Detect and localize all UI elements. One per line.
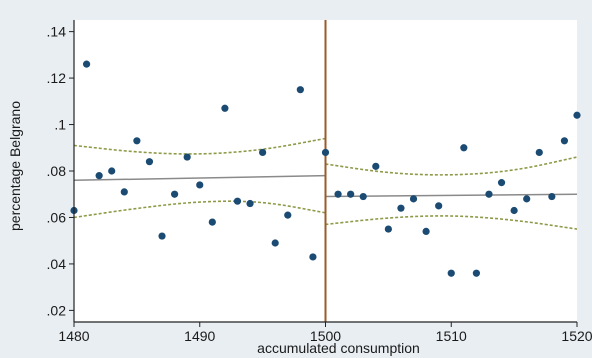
y-tick-label: .04 — [47, 256, 67, 272]
scatter-points — [70, 60, 581, 277]
data-point — [95, 172, 103, 180]
x-tick-label: 1510 — [436, 328, 467, 344]
data-point — [145, 158, 154, 166]
data-point — [523, 195, 531, 203]
data-point — [82, 60, 91, 68]
data-point — [485, 190, 493, 198]
x-tick-label: 1520 — [561, 328, 592, 344]
data-point — [233, 197, 242, 205]
data-point — [347, 190, 355, 198]
data-point — [359, 192, 367, 201]
x-tick-label: 1490 — [184, 328, 215, 344]
data-point — [384, 225, 392, 233]
data-point — [397, 204, 405, 212]
x-tick-label: 1500 — [310, 328, 341, 344]
data-point — [435, 202, 443, 210]
axes: .02 .04 .06 .08 .1 .12 .14 1480 1490 1500 1510 1520 — [47, 20, 592, 344]
fit-line-1 — [325, 193, 578, 198]
data-point — [246, 199, 254, 208]
data-point — [158, 232, 166, 240]
data-point — [497, 179, 506, 187]
x-tick-label: 1480 — [58, 328, 89, 344]
data-point — [321, 148, 330, 157]
confidence-bands — [73, 137, 578, 230]
data-point — [221, 104, 229, 112]
data-point — [422, 227, 430, 235]
data-point — [535, 148, 543, 157]
data-point — [334, 190, 342, 198]
data-point — [409, 195, 418, 203]
confidence-band-upper-1 — [325, 156, 578, 176]
data-point — [208, 218, 216, 226]
fit-line-0 — [73, 174, 326, 182]
y-tick-label: .08 — [47, 163, 67, 179]
data-point — [196, 181, 204, 189]
confidence-band-upper-0 — [73, 137, 326, 155]
data-point — [447, 269, 455, 277]
data-point — [510, 206, 518, 215]
y-axis-title: percentage Belgrano — [7, 101, 23, 231]
y-tick-label: .14 — [47, 24, 67, 40]
data-point — [573, 111, 581, 119]
data-point — [296, 86, 304, 94]
data-point — [460, 144, 468, 152]
y-tick-label: .06 — [47, 209, 67, 225]
data-point — [548, 192, 556, 201]
data-point — [560, 137, 569, 145]
fit-lines — [73, 174, 578, 198]
data-point — [259, 148, 267, 157]
data-point — [271, 239, 279, 247]
data-point — [108, 167, 116, 175]
confidence-band-lower-1 — [325, 215, 578, 230]
confidence-band-lower-0 — [73, 200, 326, 219]
x-axis-title: accumulated consumption — [257, 340, 420, 356]
data-point — [284, 211, 292, 219]
y-tick-label: .12 — [47, 70, 67, 86]
data-point — [372, 162, 380, 170]
data-point — [120, 188, 128, 196]
y-tick-label: .02 — [47, 302, 67, 318]
data-point — [183, 153, 191, 161]
data-point — [133, 137, 141, 145]
data-point — [472, 269, 480, 277]
y-tick-label: .1 — [54, 117, 66, 133]
data-point — [171, 190, 179, 198]
data-point — [309, 253, 317, 261]
